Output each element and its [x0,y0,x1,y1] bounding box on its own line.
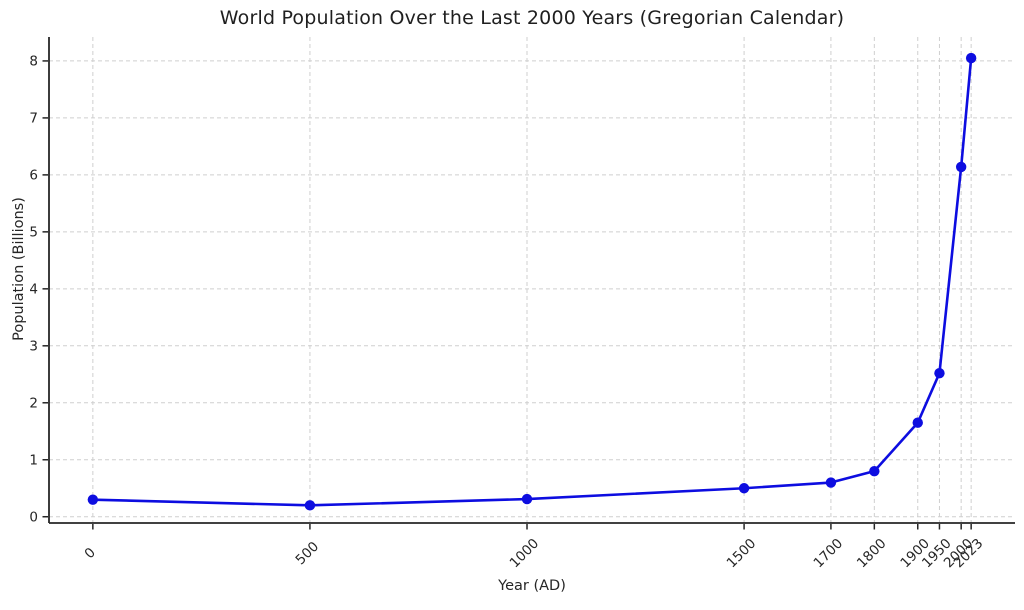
x-tick-label: 1000 [507,536,543,572]
data-point-marker [955,161,967,173]
y-tick-label: 2 [29,396,38,412]
y-tick-label: 0 [29,510,38,526]
y-tick-label: 1 [29,453,38,469]
chart-title: World Population Over the Last 2000 Year… [219,7,845,29]
data-point-marker [965,52,977,64]
data-point-marker [738,483,750,494]
x-axis-label: Year (AD) [498,578,566,594]
y-tick-label: 5 [29,225,38,241]
data-point-marker [869,465,880,477]
x-tick-label: 1800 [854,536,890,572]
data-point-marker [304,500,316,511]
data-point-marker [912,417,923,428]
y-axis-label: Population (Billions) [11,197,27,341]
x-tick-label: 500 [293,539,323,569]
data-point-marker [825,477,837,488]
y-tick-label: 4 [29,282,38,298]
population-series-line [91,56,973,507]
y-tick-label: 3 [29,339,38,355]
x-tick-label: 1500 [724,536,760,572]
x-tick-label: 1700 [811,536,847,572]
x-tick-label: 2023 [951,536,987,572]
data-point-marker [87,494,99,505]
y-tick-label: 8 [29,54,38,70]
y-tick-label: 7 [29,111,38,127]
data-point-marker [934,367,945,379]
x-tick-label: 0 [82,545,99,562]
y-tick-label: 6 [29,168,38,184]
data-point-marker [521,493,533,505]
